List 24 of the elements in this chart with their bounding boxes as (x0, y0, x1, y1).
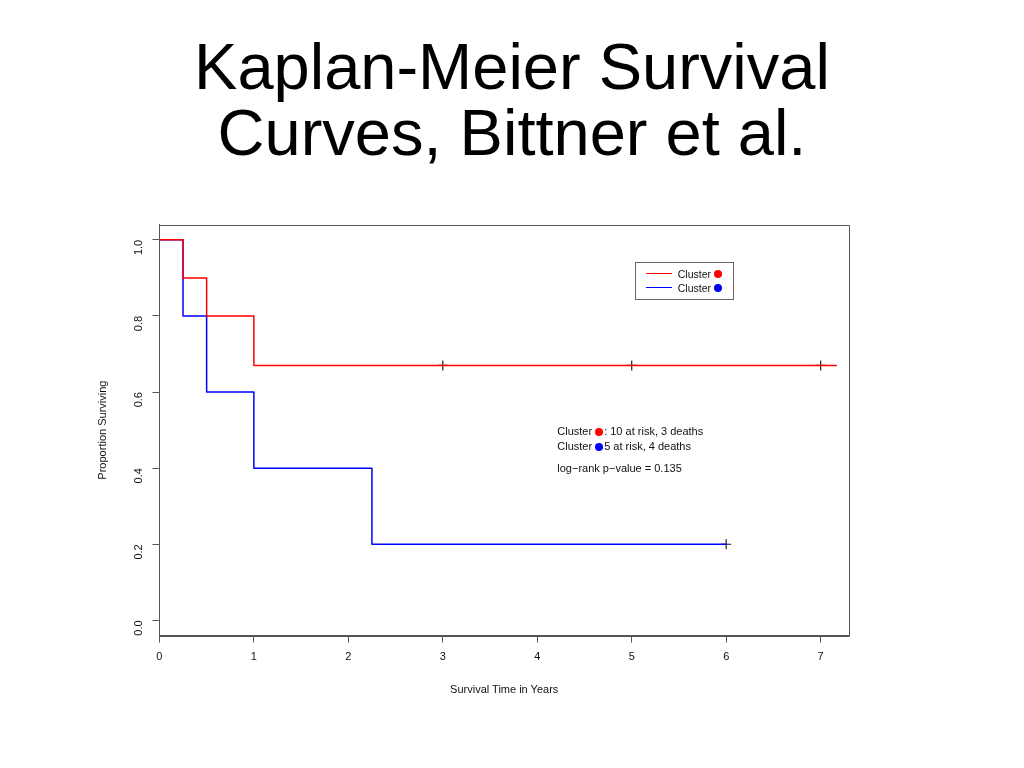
annotation: 5 at risk, 4 deaths (604, 439, 691, 452)
annotation: log−rank p−value = 0.135 (557, 461, 682, 474)
x-tick-label: 1 (250, 650, 257, 663)
legend-label: Cluster (677, 281, 711, 294)
x-tick-label: 6 (723, 650, 730, 663)
annotation: Cluster (557, 424, 593, 437)
legend-label: Cluster (677, 267, 711, 280)
y-tick-label: 0.4 (132, 468, 145, 484)
x-tick-label: 3 (439, 650, 446, 663)
annotation: : 10 at risk, 3 deaths (604, 424, 704, 437)
y-tick-label: 0.8 (132, 315, 145, 332)
y-tick-label: 0.0 (132, 620, 145, 636)
x-tick-label: 0 (156, 650, 163, 663)
y-tick-label: 0.6 (132, 392, 145, 408)
annotation: Cluster (557, 439, 593, 452)
chart-title: Kaplan-Meier Survival Curves, Bittner et al. (193, 30, 831, 169)
y-tick-label: 0.2 (132, 544, 145, 560)
y-axis-title: Proportion Surviving (95, 380, 108, 480)
x-tick-label: 7 (817, 650, 824, 663)
x-tick-label: 5 (628, 650, 635, 663)
y-tick-label: 1.0 (132, 239, 145, 256)
x-tick-label: 2 (345, 650, 352, 663)
x-axis-title: Survival Time in Years (450, 683, 559, 696)
x-tick-label: 4 (534, 650, 541, 663)
